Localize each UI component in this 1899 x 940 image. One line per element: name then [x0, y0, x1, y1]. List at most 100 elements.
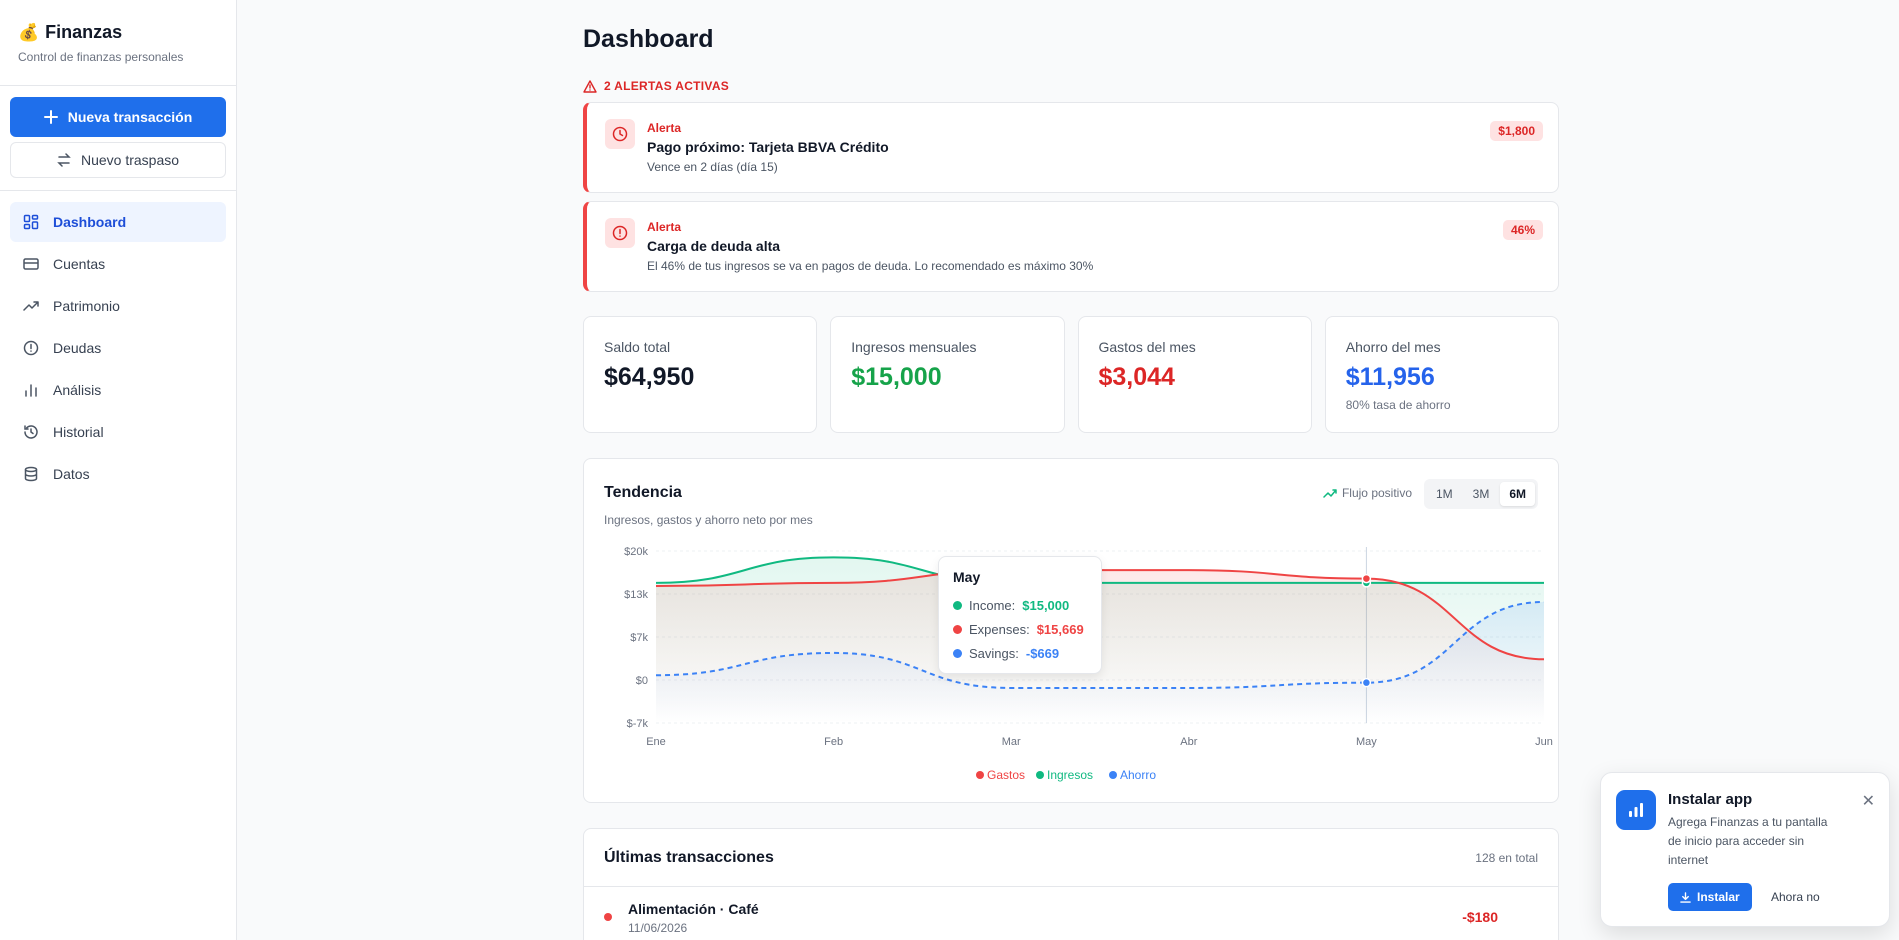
trend-chart-card: $20k $13k $7k $0 $-7k Ene Feb Mar Abr May Jun Gasto…: [583, 458, 1559, 803]
alert-label: Alerta: [647, 220, 682, 234]
flow-label: Flujo positivo: [1341, 486, 1412, 500]
new-transaction-label: Nueva transacción: [67, 109, 193, 125]
sidebar-item-dashboard[interactable]: Dashboard: [10, 202, 226, 242]
alert-title: Carga de deuda alta: [647, 238, 781, 254]
download-icon: [1680, 891, 1691, 903]
brand: 💰 Finanzas Control de finanzas personale…: [0, 0, 236, 86]
savings-dot: [953, 648, 962, 658]
y-tick-label: $-7k: [627, 718, 649, 730]
trending-up-icon: [1323, 489, 1337, 498]
grid-icon: [23, 214, 39, 230]
tooltip-value: -$669: [1025, 645, 1060, 661]
alert-badge: 46%: [1502, 220, 1543, 240]
plus-icon: [43, 110, 58, 124]
transaction-amount: -$180: [1462, 909, 1498, 925]
sidebar-item-patrimonio[interactable]: Patrimonio: [10, 286, 226, 326]
y-tick-label: $13k: [624, 589, 648, 601]
legend-dot: [1109, 771, 1117, 779]
series-point: [1361, 573, 1372, 584]
range-button-1m[interactable]: 1M: [1435, 487, 1453, 501]
sidebar-item-label: Dashboard: [53, 214, 127, 230]
kpi-value: $64,950: [604, 363, 695, 391]
alerts-header-label: 2 ALERTAS ACTIVAS: [604, 79, 730, 93]
sidebar-item-historial[interactable]: Historial: [10, 412, 226, 452]
sidebar-item-label: Historial: [53, 424, 104, 440]
app-icon: [1616, 790, 1656, 830]
expenses-dot: [953, 624, 962, 634]
alert-card: Alerta Pago próximo: Tarjeta BBVA Crédit…: [583, 102, 1559, 193]
legend-dot: [1036, 771, 1044, 779]
y-tick-label: $0: [636, 675, 648, 687]
tooltip-month: May: [953, 569, 981, 585]
brand-subtitle: Control de finanzas personales: [18, 50, 184, 64]
new-transaction-button[interactable]: Nueva transacción: [10, 97, 226, 137]
tooltip-row: Income: $15,000: [953, 593, 1087, 617]
credit-card-icon: [23, 258, 39, 270]
kpi-row: Saldo total $64,950 Ingresos mensuales $…: [583, 316, 1559, 433]
sidebar-nav: Dashboard Cuentas Patrimonio Deudas Anál…: [0, 191, 236, 507]
swap-icon: [57, 153, 71, 167]
transactions-card: Últimas transacciones 128 en total Alime…: [583, 828, 1559, 940]
new-transfer-button[interactable]: Nuevo traspaso: [10, 142, 226, 178]
install-button-label: Instalar: [1697, 890, 1740, 904]
sidebar-item-label: Análisis: [53, 382, 102, 398]
sidebar: 💰 Finanzas Control de finanzas personale…: [0, 0, 237, 940]
brand-name: Finanzas: [45, 22, 123, 42]
kpi-value: $15,000: [851, 363, 942, 391]
sidebar-item-analisis[interactable]: Análisis: [10, 370, 226, 410]
transactions-title: Últimas transacciones: [604, 849, 774, 866]
kpi-value: $3,044: [1098, 363, 1175, 391]
chart-tooltip: May Income: $15,000 Expenses: $15,669 Sa…: [938, 556, 1102, 674]
series-line-ahorro: [655, 600, 1545, 689]
brand-title: 💰 Finanzas: [18, 22, 218, 43]
kpi-subtext: 80% tasa de ahorro: [1345, 398, 1451, 412]
series-point: [1361, 677, 1372, 688]
chart-subtitle: Ingresos, gastos y ahorro neto por mes: [604, 513, 813, 527]
sidebar-item-deudas[interactable]: Deudas: [10, 328, 226, 368]
tooltip-row: Expenses: $15,669: [953, 617, 1087, 641]
kpi-label: Gastos del mes: [1098, 339, 1196, 355]
chart-title: Tendencia: [604, 484, 682, 501]
x-tick-label: Ene: [646, 736, 666, 748]
kpi-card-ingresos: Ingresos mensuales $15,000: [830, 316, 1065, 433]
install-app-popup: Instalar app Agrega Finanzas a tu pantal…: [1600, 772, 1890, 927]
range-button-3m[interactable]: 3M: [1472, 487, 1490, 501]
dismiss-button[interactable]: Ahora no: [1771, 890, 1820, 904]
transaction-date: 11/06/2026: [628, 921, 688, 935]
warning-triangle-icon: [583, 79, 597, 93]
history-icon: [24, 425, 38, 439]
sidebar-item-cuentas[interactable]: Cuentas: [10, 244, 226, 284]
divider: [584, 886, 1558, 887]
transaction-name: Alimentación · Café: [628, 901, 759, 917]
x-tick-label: Mar: [1002, 736, 1021, 748]
alert-title: Pago próximo: Tarjeta BBVA Crédito: [647, 139, 889, 155]
alert-description: El 46% de tus ingresos se va en pagos de…: [647, 259, 1094, 273]
legend-label: Gastos: [987, 768, 1025, 782]
x-tick-label: May: [1356, 736, 1377, 748]
tooltip-label: Expenses:: [969, 621, 1030, 637]
trending-up-icon: [23, 301, 39, 311]
kpi-card-ahorro: Ahorro del mes $11,956 80% tasa de ahorr…: [1324, 316, 1559, 433]
install-description: Agrega Finanzas a tu pantalla de inicio …: [1668, 815, 1828, 867]
install-title: Instalar app: [1668, 791, 1753, 808]
flow-indicator: Flujo positivo: [1323, 486, 1412, 500]
category-dot: [604, 913, 612, 921]
kpi-label: Ingresos mensuales: [851, 339, 977, 355]
income-dot: [953, 600, 962, 610]
alert-description: Vence en 2 días (día 15): [647, 160, 778, 174]
alert-circle-icon: [23, 340, 39, 356]
transaction-row[interactable]: Alimentación · Café 11/06/2026 -$180: [604, 899, 1538, 940]
close-icon[interactable]: ✕: [1861, 793, 1875, 810]
sidebar-actions: Nueva transacción Nuevo traspaso: [0, 86, 236, 191]
database-icon: [24, 466, 38, 482]
sidebar-item-datos[interactable]: Datos: [10, 454, 226, 494]
series-line-gastos: [655, 569, 1545, 661]
kpi-value: $11,956: [1345, 363, 1435, 391]
bar-chart-icon: [25, 384, 37, 397]
range-button-6m[interactable]: 6M: [1500, 482, 1535, 506]
install-button[interactable]: Instalar: [1668, 883, 1752, 911]
transactions-count: 128 en total: [1475, 851, 1538, 865]
sidebar-item-label: Patrimonio: [53, 298, 120, 314]
kpi-label: Ahorro del mes: [1345, 339, 1441, 355]
tooltip-row: Savings: -$669: [953, 641, 1087, 665]
